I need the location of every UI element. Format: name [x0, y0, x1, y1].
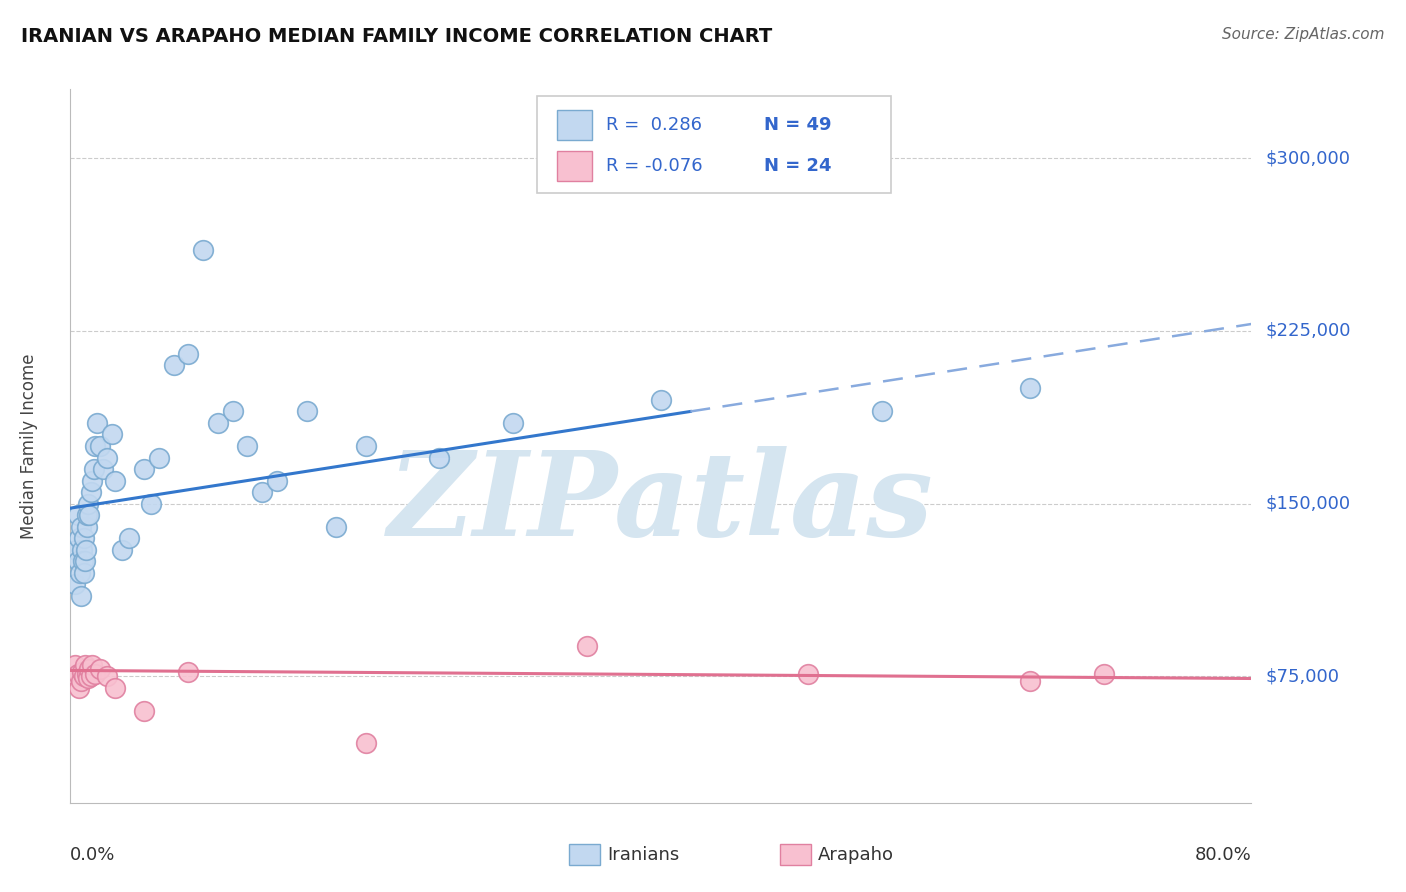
Point [67, 554, 90, 568]
Point [86, 416, 108, 430]
Point [75, 542, 97, 557]
Point [73, 566, 96, 580]
Point [70, 665, 93, 679]
Point [177, 347, 200, 361]
Bar [569, 844, 600, 865]
Point [76, 519, 98, 533]
Point [67, 531, 90, 545]
Point [63, 577, 86, 591]
Point [207, 416, 229, 430]
Point [295, 404, 318, 418]
Text: $150,000: $150,000 [1265, 494, 1350, 513]
Text: 0.0%: 0.0% [70, 846, 115, 863]
Text: $75,000: $75,000 [1265, 667, 1340, 685]
Point [1018, 381, 1040, 395]
Point [104, 681, 127, 695]
Text: N = 49: N = 49 [763, 116, 831, 134]
Point [70, 589, 93, 603]
Point [118, 531, 141, 545]
Point [100, 427, 122, 442]
Point [65, 669, 87, 683]
Point [77, 497, 100, 511]
Point [502, 416, 524, 430]
Point [83, 462, 105, 476]
Point [77, 672, 100, 686]
Point [96, 450, 118, 465]
Point [84, 439, 107, 453]
Point [266, 474, 288, 488]
Point [96, 669, 118, 683]
Point [797, 666, 820, 681]
Point [69, 673, 91, 688]
Text: Median Family Income: Median Family Income [20, 353, 38, 539]
Point [91, 462, 114, 476]
Point [427, 450, 450, 465]
Text: $300,000: $300,000 [1265, 149, 1350, 168]
Point [191, 244, 214, 258]
Point [111, 542, 134, 557]
Point [177, 665, 200, 679]
Point [104, 474, 127, 488]
Point [141, 497, 163, 511]
Point [75, 554, 96, 568]
Text: 80.0%: 80.0% [1195, 846, 1251, 863]
Text: N = 24: N = 24 [763, 157, 831, 175]
Text: ZIPatlas: ZIPatlas [388, 446, 934, 560]
Point [162, 359, 186, 373]
Point [79, 662, 101, 676]
Text: R = -0.076: R = -0.076 [606, 157, 703, 175]
Text: R =  0.286: R = 0.286 [606, 116, 703, 134]
Point [70, 542, 93, 557]
Point [148, 450, 170, 465]
Point [66, 508, 89, 522]
Point [89, 662, 111, 676]
Point [76, 666, 98, 681]
Point [132, 704, 156, 718]
Point [236, 439, 259, 453]
Point [69, 566, 91, 580]
Point [325, 519, 347, 533]
Point [66, 666, 89, 681]
Point [72, 554, 94, 568]
Bar [780, 844, 811, 865]
Point [132, 462, 156, 476]
Point [80, 485, 103, 500]
Point [89, 439, 111, 453]
Point [354, 439, 377, 453]
Point [576, 640, 599, 654]
Point [75, 657, 96, 672]
Text: Arapaho: Arapaho [818, 846, 894, 863]
Point [650, 392, 672, 407]
Point [63, 657, 86, 672]
Point [84, 666, 107, 681]
Point [82, 474, 104, 488]
Point [872, 404, 894, 418]
Point [222, 404, 245, 418]
Point [79, 508, 101, 522]
Text: Iranians: Iranians [607, 846, 679, 863]
Bar [557, 151, 592, 180]
Point [354, 736, 377, 750]
Point [76, 508, 98, 522]
Point [65, 542, 87, 557]
Point [69, 519, 91, 533]
Bar [557, 110, 592, 140]
Point [1092, 666, 1115, 681]
Text: IRANIAN VS ARAPAHO MEDIAN FAMILY INCOME CORRELATION CHART: IRANIAN VS ARAPAHO MEDIAN FAMILY INCOME … [21, 27, 772, 45]
Point [67, 681, 90, 695]
Point [1018, 673, 1040, 688]
Text: Source: ZipAtlas.com: Source: ZipAtlas.com [1222, 27, 1385, 42]
Point [250, 485, 273, 500]
Point [82, 657, 104, 672]
FancyBboxPatch shape [537, 96, 891, 193]
Point [72, 669, 94, 683]
Point [72, 531, 94, 545]
Point [80, 669, 103, 683]
Text: $225,000: $225,000 [1265, 322, 1351, 340]
